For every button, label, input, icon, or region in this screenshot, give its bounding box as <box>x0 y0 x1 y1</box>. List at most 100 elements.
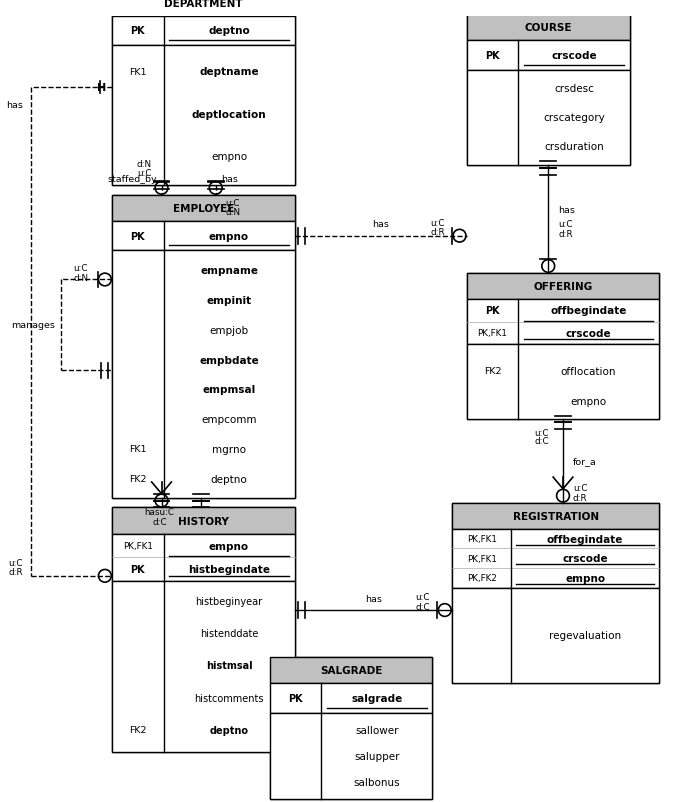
Text: deptno: deptno <box>210 474 248 484</box>
Text: OFFERING: OFFERING <box>533 282 593 292</box>
Text: d:R: d:R <box>430 228 444 237</box>
Bar <box>467 14 629 41</box>
Bar <box>112 196 295 222</box>
Text: PK: PK <box>130 26 145 36</box>
Text: histbeginyear: histbeginyear <box>195 596 263 606</box>
Text: PK,FK1: PK,FK1 <box>123 541 152 550</box>
Text: u:C: u:C <box>137 168 152 177</box>
Text: d:C: d:C <box>415 602 430 611</box>
Text: for_a: for_a <box>573 457 597 466</box>
Text: has: has <box>365 594 382 603</box>
Text: salbonus: salbonus <box>353 777 400 787</box>
Text: empmsal: empmsal <box>202 385 256 395</box>
Text: EMPLOYEE: EMPLOYEE <box>172 204 234 213</box>
Bar <box>452 503 659 529</box>
Text: deptname: deptname <box>199 67 259 77</box>
Text: d:C: d:C <box>534 437 549 446</box>
Bar <box>112 508 295 534</box>
Text: salupper: salupper <box>354 751 400 761</box>
Text: regevaluation: regevaluation <box>549 630 621 641</box>
Bar <box>270 657 433 799</box>
Text: deptno: deptno <box>208 26 250 36</box>
Text: d:R: d:R <box>558 230 573 239</box>
Text: H: H <box>97 83 106 93</box>
Text: hasu:C: hasu:C <box>145 508 175 516</box>
Text: crscategory: crscategory <box>543 113 604 123</box>
Text: d:R: d:R <box>573 493 587 503</box>
Text: PK: PK <box>130 565 145 574</box>
Text: crscode: crscode <box>562 553 608 564</box>
Text: PK,FK2: PK,FK2 <box>467 573 497 582</box>
Text: empcomm: empcomm <box>201 415 257 424</box>
Text: FK2: FK2 <box>129 726 147 735</box>
Text: DEPARTMENT: DEPARTMENT <box>164 0 243 9</box>
Text: mgrno: mgrno <box>212 444 246 454</box>
Text: has: has <box>373 221 389 229</box>
Bar <box>112 0 295 17</box>
Text: REGISTRATION: REGISTRATION <box>513 511 599 521</box>
Text: SALGRADE: SALGRADE <box>320 666 382 675</box>
Bar <box>112 581 295 751</box>
Text: HISTORY: HISTORY <box>178 516 229 526</box>
Text: deptlocation: deptlocation <box>192 109 266 119</box>
Text: histbegindate: histbegindate <box>188 565 270 574</box>
Bar <box>467 300 659 345</box>
Text: d:N: d:N <box>137 160 152 168</box>
Bar <box>467 14 629 166</box>
Bar <box>270 657 433 683</box>
Text: deptno: deptno <box>210 725 248 735</box>
Text: u:C: u:C <box>226 199 240 208</box>
Bar <box>112 17 295 46</box>
Text: empjob: empjob <box>210 326 248 335</box>
Bar <box>467 41 629 71</box>
Text: d:R: d:R <box>8 568 23 577</box>
Bar <box>112 196 295 498</box>
Text: COURSE: COURSE <box>524 23 572 33</box>
Text: crsdesc: crsdesc <box>554 84 594 94</box>
Text: u:C: u:C <box>8 558 23 567</box>
Text: PK,FK1: PK,FK1 <box>467 554 497 563</box>
Bar <box>112 46 295 185</box>
Text: PK: PK <box>485 51 500 61</box>
Text: d:N: d:N <box>226 208 241 217</box>
Text: empno: empno <box>209 541 249 551</box>
Text: crsduration: crsduration <box>544 142 604 152</box>
Bar <box>467 273 659 300</box>
Text: staffed_by: staffed_by <box>107 174 157 184</box>
Text: empinit: empinit <box>206 296 252 306</box>
Text: has: has <box>221 174 237 184</box>
Bar <box>467 71 629 166</box>
Bar <box>112 251 295 498</box>
Text: PK: PK <box>485 306 500 316</box>
Text: PK,FK1: PK,FK1 <box>467 534 497 544</box>
Text: offlocation: offlocation <box>561 366 616 376</box>
Text: u:C: u:C <box>430 218 444 227</box>
Bar <box>467 273 659 420</box>
Text: crscode: crscode <box>551 51 597 61</box>
Text: manages: manages <box>11 321 55 330</box>
Text: offbegindate: offbegindate <box>547 534 623 544</box>
Text: empno: empno <box>211 152 247 162</box>
Text: has: has <box>6 101 23 110</box>
Text: PK: PK <box>130 232 145 241</box>
Text: empno: empno <box>565 573 605 583</box>
Text: d:C: d:C <box>152 517 167 527</box>
Text: PK: PK <box>288 693 303 703</box>
Text: u:C: u:C <box>573 484 587 492</box>
Text: FK2: FK2 <box>484 367 502 375</box>
Text: FK2: FK2 <box>129 475 147 484</box>
Text: has: has <box>558 205 575 215</box>
Text: salgrade: salgrade <box>351 693 402 703</box>
Text: u:C: u:C <box>534 428 549 437</box>
Bar <box>112 222 295 251</box>
Text: crscode: crscode <box>566 329 611 338</box>
Bar <box>452 588 659 683</box>
Text: empno: empno <box>209 232 249 241</box>
Text: d:N: d:N <box>73 273 88 282</box>
Text: empno: empno <box>571 396 607 406</box>
Text: histenddate: histenddate <box>200 628 258 638</box>
Bar <box>270 683 433 713</box>
Bar <box>467 345 659 420</box>
Text: empname: empname <box>200 265 258 276</box>
Bar <box>452 503 659 683</box>
